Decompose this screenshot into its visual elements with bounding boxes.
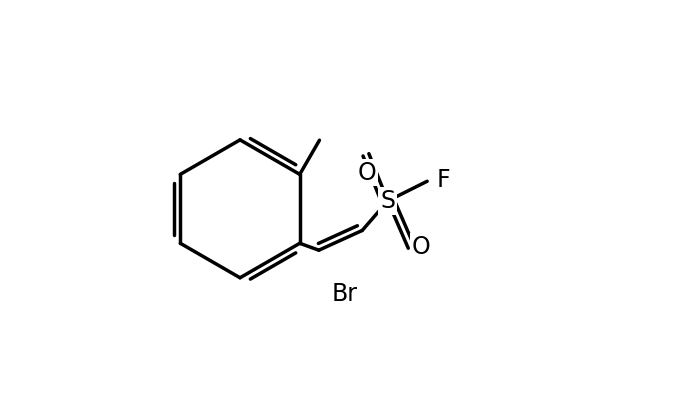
Text: F: F [437, 169, 451, 192]
Text: S: S [380, 189, 395, 213]
Text: O: O [411, 235, 430, 259]
Text: Br: Br [332, 282, 358, 305]
Text: O: O [358, 161, 377, 184]
